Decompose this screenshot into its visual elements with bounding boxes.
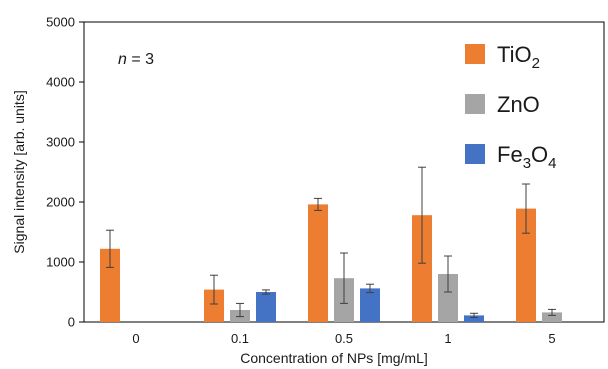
legend-swatch-fe3o4 <box>465 144 485 164</box>
legend-label-part: ZnO <box>497 92 540 117</box>
bar-tio2-0 <box>100 248 120 322</box>
bar-zno-5 <box>542 312 562 322</box>
legend-swatch-zno <box>465 94 485 114</box>
y-axis-title: Signal intensity [arb. units] <box>11 90 27 253</box>
x-tick-label: 0.5 <box>335 331 353 346</box>
y-tick-label: 3000 <box>46 135 75 150</box>
bar-tio2-0.5 <box>308 204 328 322</box>
bars <box>100 166 562 322</box>
sample-size-symbol: n <box>118 51 127 68</box>
x-tick-label: 5 <box>548 331 555 346</box>
legend-label-part: Fe <box>497 142 523 167</box>
bar-fe3o4-0.1 <box>256 292 276 322</box>
legend-label-part: TiO <box>497 42 532 67</box>
x-tick-label: 0.1 <box>231 331 249 346</box>
bar-fe3o4-0.5 <box>360 288 380 322</box>
legend-label-part: O <box>531 142 548 167</box>
y-tick-label: 5000 <box>46 15 75 30</box>
y-tick-label: 2000 <box>46 195 75 210</box>
legend-label-zno: ZnO <box>497 92 540 117</box>
x-tick-label: 0 <box>132 331 139 346</box>
bar-tio2-5 <box>516 208 536 322</box>
axis-labels: 0 1000 2000 3000 4000 5000 0 0.1 0.5 1 5 Concentrat… <box>11 15 556 367</box>
bar-zno-1 <box>438 274 458 322</box>
y-tick-label: 1000 <box>46 255 75 270</box>
legend-label-tio2: TiO2 <box>497 42 540 72</box>
x-tick-label: 1 <box>444 331 451 346</box>
sample-size-annotation: n = 3 <box>118 51 154 68</box>
y-tick-label: 0 <box>68 315 75 330</box>
bar-tio2-0.1 <box>204 289 224 322</box>
legend: TiO2 ZnO Fe3O4 <box>465 42 557 172</box>
legend-label-subscript: 3 <box>523 155 531 172</box>
bar-fe3o4-1 <box>464 315 484 322</box>
legend-label-subscript: 2 <box>532 55 540 72</box>
y-tick-label: 4000 <box>46 75 75 90</box>
legend-label-subscript: 4 <box>548 155 556 172</box>
legend-swatch-tio2 <box>465 44 485 64</box>
sample-size-value: = 3 <box>127 51 154 68</box>
x-axis-title: Concentration of NPs [mg/mL] <box>240 350 428 366</box>
bar-tio2-1 <box>412 215 432 322</box>
legend-label-fe3o4: Fe3O4 <box>497 142 557 172</box>
